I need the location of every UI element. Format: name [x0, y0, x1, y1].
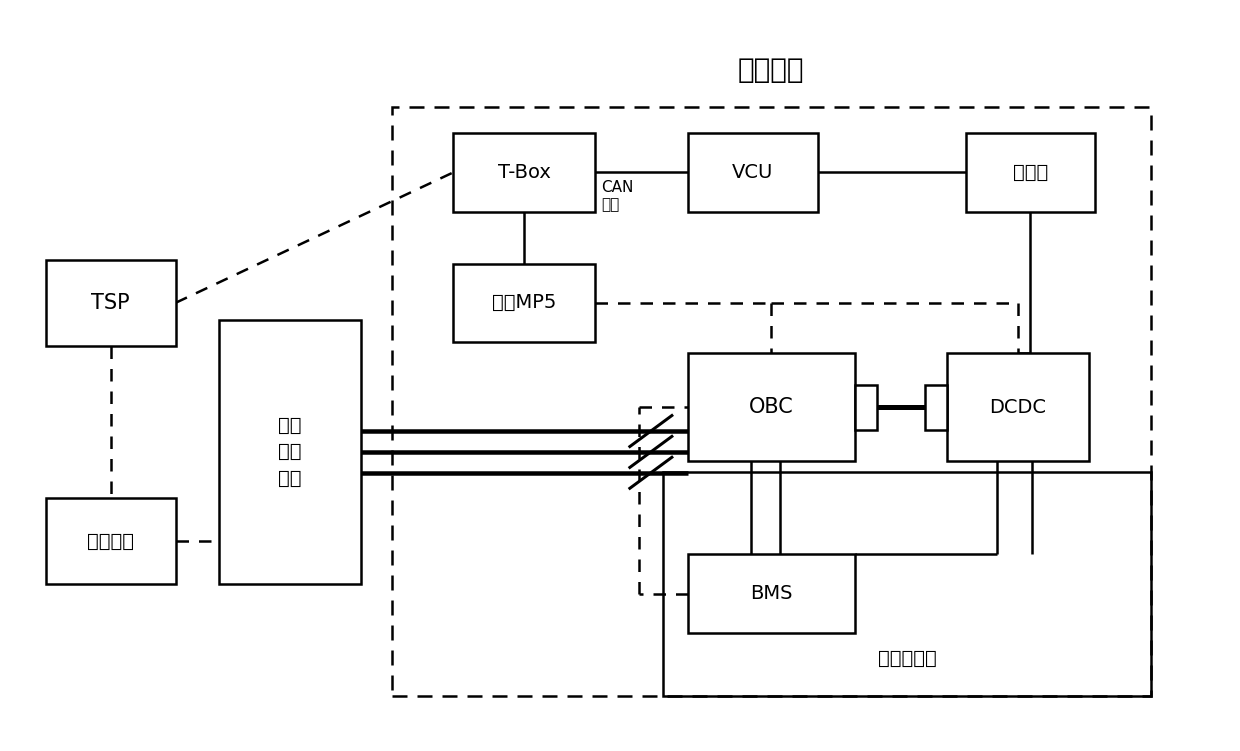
Text: 移动终端: 移动终端: [87, 532, 134, 551]
Bar: [688, 554, 854, 632]
Bar: [454, 133, 595, 212]
Bar: [925, 385, 947, 430]
Text: DCDC: DCDC: [990, 398, 1047, 417]
Text: T-Box: T-Box: [498, 163, 551, 182]
Text: 蓄电池: 蓄电池: [1013, 163, 1048, 182]
Text: 车载MP5: 车载MP5: [492, 294, 557, 312]
Bar: [688, 133, 817, 212]
Bar: [688, 353, 854, 461]
Text: TSP: TSP: [92, 293, 130, 313]
Text: 动力电池包: 动力电池包: [878, 650, 936, 668]
Text: CAN
信号: CAN 信号: [601, 179, 634, 213]
Text: BMS: BMS: [750, 584, 792, 603]
Text: OBC: OBC: [749, 397, 794, 418]
Text: VCU: VCU: [732, 163, 774, 182]
Bar: [966, 133, 1095, 212]
Bar: [392, 107, 1151, 696]
Bar: [46, 499, 176, 584]
Bar: [218, 320, 361, 584]
Bar: [454, 264, 595, 342]
Bar: [663, 472, 1151, 696]
Bar: [854, 385, 877, 430]
Text: 电动汽车: 电动汽车: [738, 56, 805, 84]
Text: 交流
充电
设备: 交流 充电 设备: [278, 416, 301, 488]
Bar: [46, 260, 176, 345]
Bar: [947, 353, 1089, 461]
